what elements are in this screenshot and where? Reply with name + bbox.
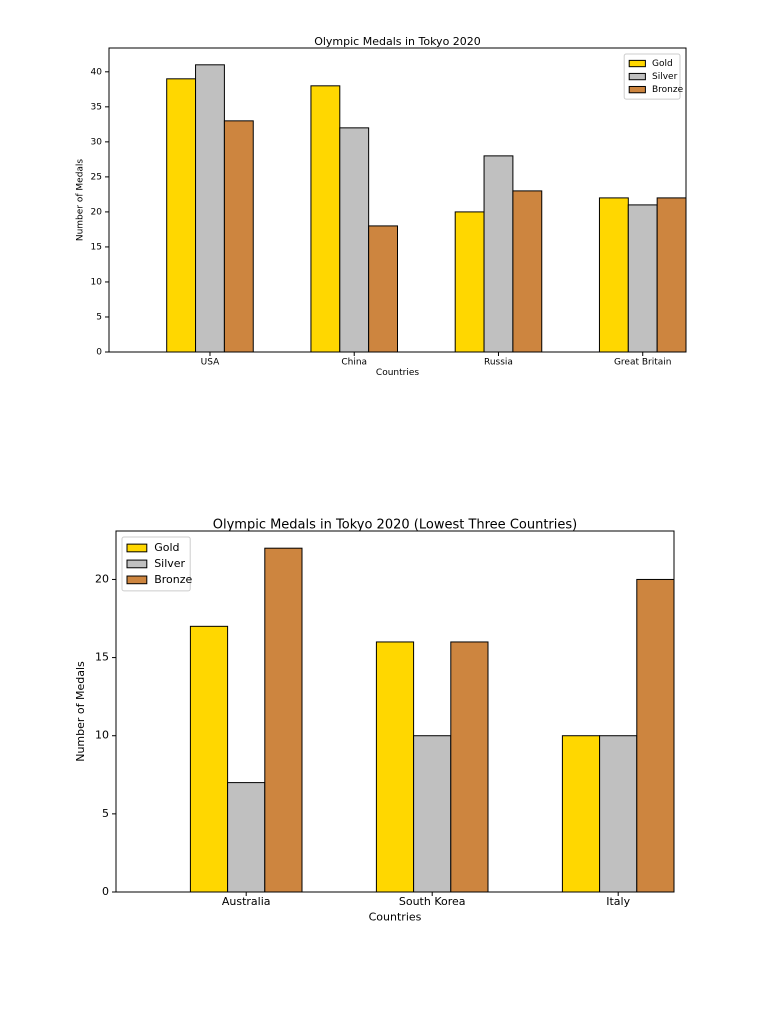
legend-swatch: [628, 72, 646, 81]
y-tick-label: 20: [95, 572, 109, 585]
bar: [656, 197, 687, 353]
legend-swatch: [126, 559, 148, 569]
legend-swatch: [126, 575, 148, 585]
y-tick-label: 40: [91, 67, 103, 77]
legend-swatch: [628, 59, 646, 68]
bar: [195, 64, 225, 353]
y-axis-label: Number of Medals: [76, 159, 86, 242]
bar: [512, 190, 543, 353]
y-tick-label: 35: [91, 102, 102, 112]
x-axis-label: Countries: [369, 910, 422, 923]
legend-label: Silver: [652, 72, 678, 82]
legend-swatch: [628, 85, 646, 94]
bar: [483, 155, 514, 353]
bar: [413, 735, 452, 893]
chart-title: Olympic Medals in Tokyo 2020: [314, 35, 481, 48]
x-tick-label: Russia: [484, 358, 513, 368]
x-axis-label: Countries: [376, 368, 419, 378]
x-tick-label: South Korea: [399, 895, 466, 908]
bar: [264, 547, 303, 893]
bar: [189, 625, 229, 893]
plot-frame: [108, 47, 687, 353]
y-tick-label: 10: [91, 277, 103, 287]
bar: [561, 735, 601, 893]
x-tick-label: USA: [201, 358, 220, 368]
bar: [636, 578, 675, 893]
bar: [598, 197, 629, 353]
y-tick-label: 10: [95, 729, 109, 742]
bar: [166, 78, 197, 353]
bar: [375, 641, 415, 893]
bar: [339, 127, 370, 353]
bar: [450, 641, 489, 893]
chart: Olympic Medals in Tokyo 2020 (Lowest Thr…: [74, 518, 675, 923]
y-axis-label: Number of Medals: [74, 661, 87, 762]
plot-frame: [115, 530, 675, 893]
legend-label: Silver: [154, 557, 185, 570]
bar: [599, 735, 638, 893]
legend-label: Gold: [652, 59, 673, 69]
chart: Olympic Medals in Tokyo 2020 0 5 10 15 20 25 30…: [76, 35, 687, 378]
legend-label: Bronze: [154, 573, 192, 586]
chart-title: Olympic Medals in Tokyo 2020 (Lowest Thr…: [213, 518, 577, 533]
bar: [454, 211, 485, 353]
y-tick-label: 0: [96, 348, 102, 358]
legend-swatch: [126, 543, 148, 553]
bar: [223, 120, 254, 353]
bar: [227, 782, 266, 893]
y-tick-label: 0: [102, 885, 109, 898]
x-tick-label: Great Britain: [614, 358, 672, 368]
legend-label: Bronze: [652, 85, 684, 95]
y-tick-label: 30: [91, 137, 103, 147]
x-tick-label: Italy: [606, 895, 630, 908]
y-tick-label: 25: [91, 172, 102, 182]
bar: [368, 225, 398, 353]
x-tick-label: China: [341, 358, 367, 368]
y-tick-label: 15: [95, 651, 109, 664]
y-tick-label: 15: [91, 242, 102, 252]
legend-label: Gold: [154, 541, 179, 554]
bar: [310, 85, 341, 353]
y-tick-label: 5: [96, 312, 102, 322]
y-tick-label: 5: [102, 807, 109, 820]
x-tick-label: Australia: [222, 895, 271, 908]
y-tick-label: 20: [91, 207, 103, 217]
bar: [627, 204, 658, 353]
